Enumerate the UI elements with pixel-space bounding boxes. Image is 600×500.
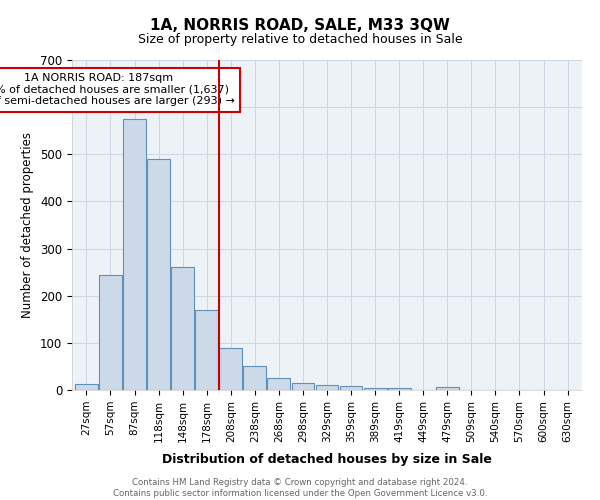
- X-axis label: Distribution of detached houses by size in Sale: Distribution of detached houses by size …: [162, 453, 492, 466]
- Text: 1A, NORRIS ROAD, SALE, M33 3QW: 1A, NORRIS ROAD, SALE, M33 3QW: [150, 18, 450, 32]
- Bar: [171, 268, 194, 390]
- Bar: [123, 119, 146, 390]
- Bar: [268, 378, 290, 390]
- Text: Contains HM Land Registry data © Crown copyright and database right 2024.
Contai: Contains HM Land Registry data © Crown c…: [113, 478, 487, 498]
- Bar: [364, 388, 386, 390]
- Bar: [99, 274, 122, 390]
- Bar: [292, 383, 314, 390]
- Bar: [436, 387, 459, 390]
- Bar: [316, 386, 338, 390]
- Bar: [244, 366, 266, 390]
- Bar: [75, 384, 98, 390]
- Y-axis label: Number of detached properties: Number of detached properties: [22, 132, 34, 318]
- Text: 1A NORRIS ROAD: 187sqm
← 85% of detached houses are smaller (1,637)
15% of semi-: 1A NORRIS ROAD: 187sqm ← 85% of detached…: [0, 73, 235, 106]
- Text: Size of property relative to detached houses in Sale: Size of property relative to detached ho…: [137, 32, 463, 46]
- Bar: [340, 386, 362, 390]
- Bar: [220, 348, 242, 390]
- Bar: [147, 159, 170, 390]
- Bar: [388, 388, 410, 390]
- Bar: [195, 310, 218, 390]
